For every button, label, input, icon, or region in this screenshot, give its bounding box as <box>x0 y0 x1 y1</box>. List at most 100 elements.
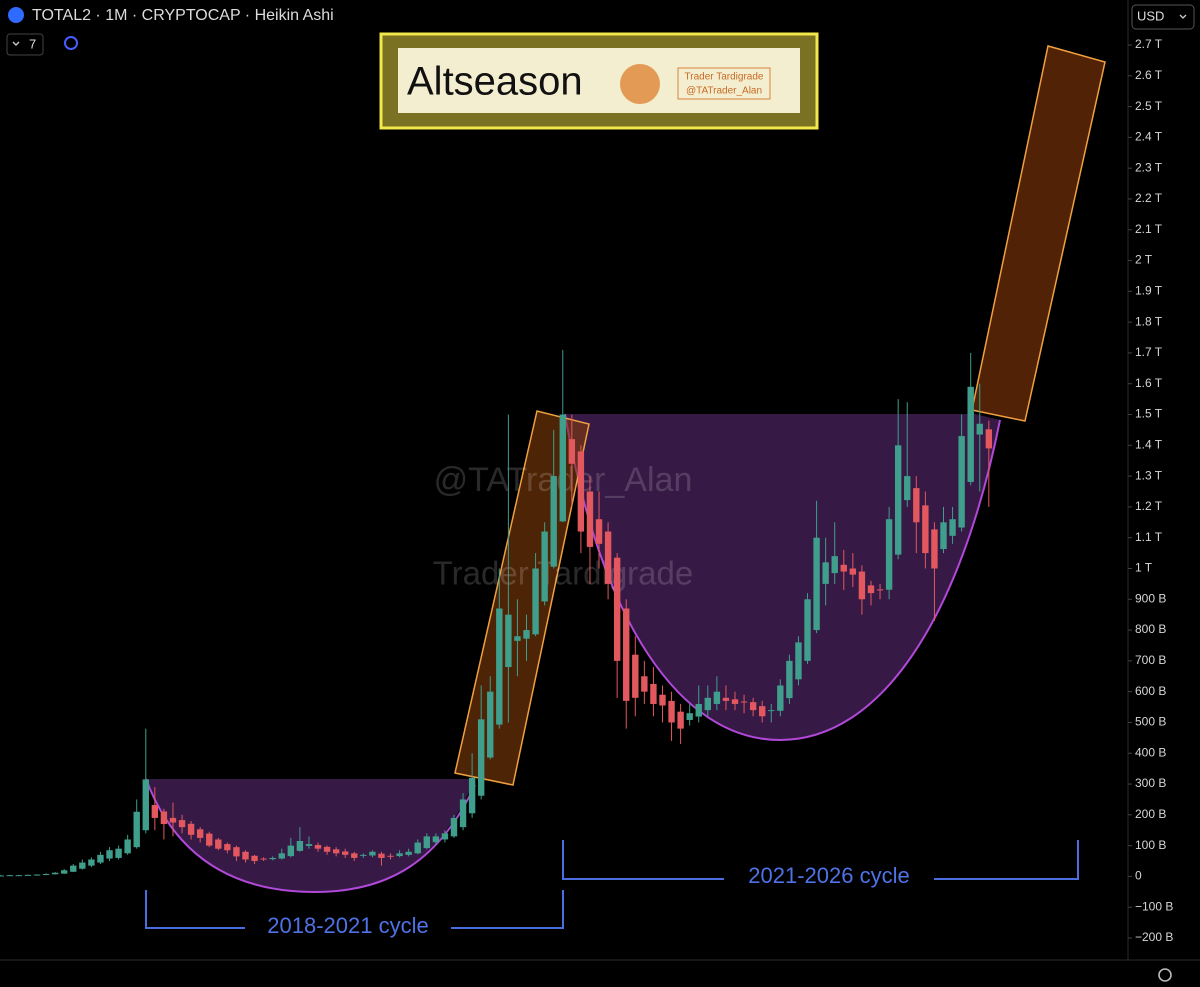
candle-body <box>559 414 566 522</box>
candle-body <box>894 445 902 555</box>
candle-body <box>251 855 258 862</box>
candle-body <box>42 873 50 875</box>
candle-body <box>88 859 95 866</box>
y-tick-label: 2 T <box>1135 253 1153 267</box>
candle-body <box>768 710 775 712</box>
candle-body <box>196 829 204 838</box>
candle-body <box>423 836 430 849</box>
candle-body <box>296 841 304 851</box>
candle-body <box>795 642 802 680</box>
candle-body <box>577 451 585 532</box>
candle-body <box>233 847 240 857</box>
candle-body <box>387 855 394 857</box>
candles <box>0 349 993 877</box>
y-tick-label: 1.5 T <box>1135 407 1163 421</box>
candle-body <box>840 564 847 572</box>
candle-body <box>967 386 974 482</box>
y-tick-label: 200 B <box>1135 807 1166 821</box>
candle-body <box>169 817 177 823</box>
candle-body <box>242 851 249 860</box>
y-tick-label: 2.1 T <box>1135 222 1163 236</box>
breakout-channel <box>971 45 1106 422</box>
candle-body <box>187 823 195 835</box>
candle-body <box>206 833 213 846</box>
candle-body <box>976 423 983 435</box>
candle-body <box>786 660 793 699</box>
cup-fill <box>565 414 1000 740</box>
candle-body <box>15 875 23 877</box>
y-tick-label: 2.6 T <box>1135 68 1163 82</box>
candle-body <box>641 676 648 692</box>
candle-body <box>695 703 702 717</box>
candle-body <box>360 854 367 856</box>
candle-body <box>405 851 412 855</box>
y-tick-label: 1.4 T <box>1135 437 1163 451</box>
y-tick-label: 300 B <box>1135 776 1166 790</box>
candle-body <box>414 842 421 854</box>
axes: −200 B −100 B 0 100 B 200 B 300 B 400 B 500 B 60… <box>1128 37 1173 944</box>
candle-body <box>432 836 440 843</box>
y-tick-label: 0 <box>1135 869 1142 883</box>
banner-title: Altseason <box>407 60 583 104</box>
candle-body <box>441 833 449 840</box>
candle-body <box>287 845 295 857</box>
candle-body <box>922 505 929 554</box>
candle-body <box>867 585 875 594</box>
candle-body <box>124 839 131 854</box>
candle-body <box>595 519 603 544</box>
currency-button[interactable] <box>1131 4 1195 30</box>
cup-fill <box>146 779 475 892</box>
candle-body <box>133 811 140 848</box>
candle-body <box>831 556 838 574</box>
candle-body <box>740 701 748 703</box>
candle-body <box>351 853 358 858</box>
plot-area: @TATrader_Alan Trader Tardigrade <box>0 45 1106 894</box>
candle-body <box>305 844 313 846</box>
candle-body <box>686 713 693 720</box>
candle-body <box>6 875 14 877</box>
label-bg <box>245 914 451 940</box>
logo-text: @TATrader_Alan <box>686 86 762 97</box>
candle-body <box>532 568 539 635</box>
candle-body <box>541 531 548 602</box>
y-tick-label: −200 B <box>1135 930 1173 944</box>
candle-body <box>70 865 77 872</box>
y-tick-label: 600 B <box>1135 684 1166 698</box>
candle-body <box>568 439 576 464</box>
refresh-icon[interactable] <box>64 36 78 50</box>
candle-body <box>668 700 675 723</box>
candle-body <box>459 799 467 828</box>
candle-body <box>659 694 666 706</box>
candle-body <box>160 811 168 825</box>
candle-body <box>704 697 712 711</box>
candle-body <box>260 858 267 860</box>
symbol-title[interactable]: TOTAL2 · 1M · CRYPTOCAP · Heikin Ashi <box>32 7 334 24</box>
y-tick-label: 800 B <box>1135 622 1166 636</box>
y-tick-label: 1.1 T <box>1135 530 1163 544</box>
candle-body <box>60 870 68 874</box>
candle-body <box>677 711 684 729</box>
candle-body <box>323 846 331 852</box>
candle-body <box>378 853 385 858</box>
candle-body <box>332 849 340 854</box>
candle-body <box>496 608 503 725</box>
y-tick-label: 1 T <box>1135 561 1153 575</box>
candle-body <box>396 853 403 857</box>
symbol-icon <box>8 7 24 23</box>
candle-body <box>650 683 657 704</box>
chevron <box>12 41 20 46</box>
indicator-toggle[interactable] <box>6 33 44 56</box>
candle-body <box>106 850 113 859</box>
candle-body <box>985 429 993 449</box>
y-tick-label: 900 B <box>1135 591 1166 605</box>
candle-body <box>33 874 41 876</box>
candle-body <box>0 875 4 877</box>
y-tick-label: 1.2 T <box>1135 499 1163 513</box>
y-tick-label: 700 B <box>1135 653 1166 667</box>
y-tick-label: 100 B <box>1135 838 1166 852</box>
candle-body <box>487 691 494 758</box>
settings-icon[interactable] <box>1158 968 1172 982</box>
candle-body <box>178 820 186 828</box>
candle-body <box>142 779 149 831</box>
y-tick-label: 400 B <box>1135 745 1166 759</box>
